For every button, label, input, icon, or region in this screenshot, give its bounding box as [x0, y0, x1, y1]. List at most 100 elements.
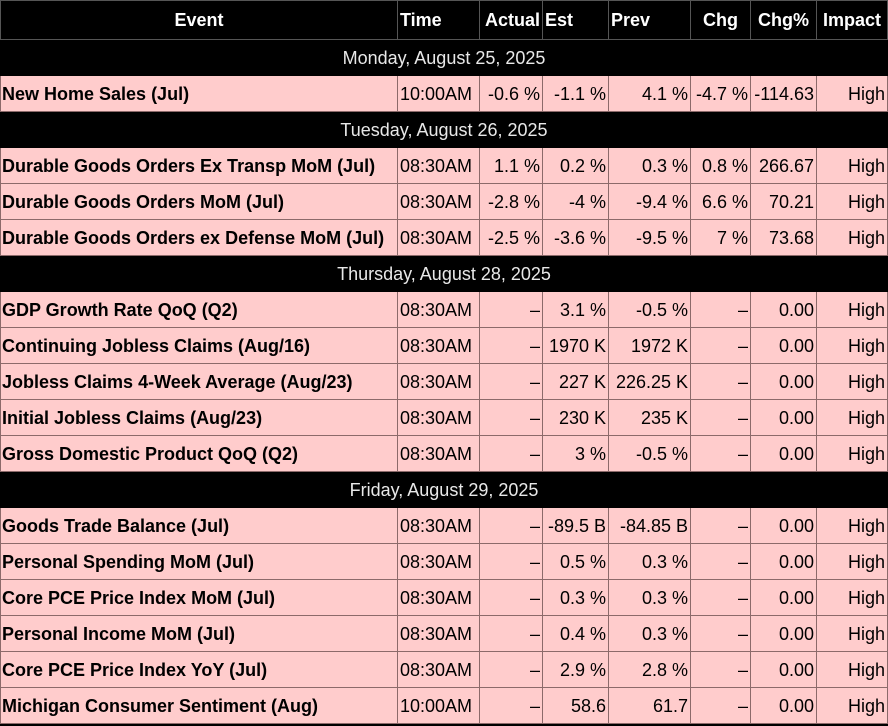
event-name-cell: Jobless Claims 4-Week Average (Aug/23)	[0, 363, 398, 400]
event-actual-cell: 1.1 %	[479, 147, 543, 184]
event-prev-cell: 0.3 %	[608, 147, 691, 184]
event-row[interactable]: Continuing Jobless Claims (Aug/16) 08:30A…	[0, 327, 888, 364]
event-row[interactable]: Michigan Consumer Sentiment (Aug) 10:00AM…	[0, 687, 888, 724]
event-prev-cell: -9.5 %	[608, 219, 691, 256]
event-impact-cell: High	[816, 147, 888, 184]
event-row[interactable]: Durable Goods Orders MoM (Jul) 08:30AM -2.…	[0, 183, 888, 220]
event-chg-pct-cell: 0.00	[750, 327, 817, 364]
event-name-cell: Personal Income MoM (Jul)	[0, 615, 398, 652]
event-est-cell: 230 K	[542, 399, 609, 436]
date-group-label: Friday, August 29, 2025	[0, 471, 888, 508]
event-name-cell: Core PCE Price Index MoM (Jul)	[0, 579, 398, 616]
event-row[interactable]: Gross Domestic Product QoQ (Q2) 08:30AM –3…	[0, 435, 888, 472]
date-group-row: Monday, August 25, 2025	[0, 39, 888, 76]
event-row[interactable]: Personal Spending MoM (Jul) 08:30AM –0.5 %…	[0, 543, 888, 580]
column-header-actual[interactable]: Actual	[479, 0, 543, 40]
event-est-cell: -4 %	[542, 183, 609, 220]
date-group-row: Friday, August 29, 2025	[0, 471, 888, 508]
event-impact-cell: High	[816, 507, 888, 544]
column-header-impact[interactable]: Impact	[816, 0, 888, 40]
event-est-cell: 0.3 %	[542, 579, 609, 616]
event-chg-pct-cell: 0.00	[750, 507, 817, 544]
column-header-est[interactable]: Est	[542, 0, 609, 40]
event-row[interactable]: Goods Trade Balance (Jul) 08:30AM – -89.5 B…	[0, 507, 888, 544]
event-prev-cell: 235 K	[608, 399, 691, 436]
event-name-cell: Durable Goods Orders ex Defense MoM (Jul…	[0, 219, 398, 256]
event-row[interactable]: Core PCE Price Index MoM (Jul) 08:30AM –0.…	[0, 579, 888, 616]
event-impact-cell: High	[816, 399, 888, 436]
date-group-row: Thursday, August 28, 2025	[0, 255, 888, 292]
event-actual-cell: –	[479, 363, 543, 400]
column-header-prev[interactable]: Prev	[608, 0, 691, 40]
date-group-label: Tuesday, August 26, 2025	[0, 111, 888, 148]
event-chg-cell: –	[690, 399, 751, 436]
event-impact-cell: High	[816, 75, 888, 112]
event-impact-cell: High	[816, 435, 888, 472]
event-actual-cell: –	[479, 507, 543, 544]
event-chg-cell: –	[690, 651, 751, 688]
event-row[interactable]: Durable Goods Orders Ex Transp MoM (Jul)…	[0, 147, 888, 184]
event-chg-pct-cell: 73.68	[750, 219, 817, 256]
column-header-time[interactable]: Time	[397, 0, 480, 40]
event-chg-pct-cell: 0.00	[750, 651, 817, 688]
event-time-cell: 08:30AM	[397, 435, 480, 472]
event-prev-cell: -9.4 %	[608, 183, 691, 220]
event-actual-cell: -2.5 %	[479, 219, 543, 256]
event-est-cell: 3.1 %	[542, 291, 609, 328]
event-impact-cell: High	[816, 543, 888, 580]
event-time-cell: 08:30AM	[397, 543, 480, 580]
event-time-cell: 08:30AM	[397, 327, 480, 364]
event-chg-pct-cell: 0.00	[750, 579, 817, 616]
event-time-cell: 08:30AM	[397, 615, 480, 652]
event-chg-cell: 7 %	[690, 219, 751, 256]
event-prev-cell: -0.5 %	[608, 435, 691, 472]
event-chg-cell: -4.7 %	[690, 75, 751, 112]
event-row[interactable]: Durable Goods Orders ex Defense MoM (Jul…	[0, 219, 888, 256]
event-actual-cell: -2.8 %	[479, 183, 543, 220]
event-prev-cell: 2.8 %	[608, 651, 691, 688]
event-time-cell: 08:30AM	[397, 507, 480, 544]
table-body: Monday, August 25, 2025 New Home Sales (J…	[0, 39, 888, 724]
event-prev-cell: -0.5 %	[608, 291, 691, 328]
event-est-cell: 0.5 %	[542, 543, 609, 580]
event-row[interactable]: Jobless Claims 4-Week Average (Aug/23) 08…	[0, 363, 888, 400]
event-row[interactable]: GDP Growth Rate QoQ (Q2) 08:30AM –3.1 % -0.…	[0, 291, 888, 328]
event-chg-cell: 0.8 %	[690, 147, 751, 184]
event-name-cell: Personal Spending MoM (Jul)	[0, 543, 398, 580]
event-impact-cell: High	[816, 183, 888, 220]
event-row[interactable]: Core PCE Price Index YoY (Jul) 08:30AM –2.…	[0, 651, 888, 688]
event-actual-cell: –	[479, 435, 543, 472]
event-impact-cell: High	[816, 651, 888, 688]
event-name-cell: Core PCE Price Index YoY (Jul)	[0, 651, 398, 688]
event-row[interactable]: New Home Sales (Jul) 10:00AM -0.6 % -1.1 % 4…	[0, 75, 888, 112]
event-time-cell: 08:30AM	[397, 291, 480, 328]
column-header-chg[interactable]: Chg	[690, 0, 751, 40]
event-prev-cell: 0.3 %	[608, 615, 691, 652]
event-actual-cell: –	[479, 579, 543, 616]
event-impact-cell: High	[816, 363, 888, 400]
event-time-cell: 08:30AM	[397, 219, 480, 256]
event-est-cell: -1.1 %	[542, 75, 609, 112]
event-chg-cell: –	[690, 615, 751, 652]
event-chg-pct-cell: 0.00	[750, 615, 817, 652]
event-time-cell: 08:30AM	[397, 651, 480, 688]
event-row[interactable]: Initial Jobless Claims (Aug/23) 08:30AM –2…	[0, 399, 888, 436]
column-header-event[interactable]: Event	[0, 0, 398, 40]
event-prev-cell: 4.1 %	[608, 75, 691, 112]
event-est-cell: -89.5 B	[542, 507, 609, 544]
table-header: Event Time Actual Est Prev Chg Chg% Impa…	[0, 0, 888, 40]
event-est-cell: -3.6 %	[542, 219, 609, 256]
event-name-cell: New Home Sales (Jul)	[0, 75, 398, 112]
date-group-label: Monday, August 25, 2025	[0, 39, 888, 76]
event-chg-cell: –	[690, 363, 751, 400]
event-impact-cell: High	[816, 579, 888, 616]
event-actual-cell: –	[479, 615, 543, 652]
event-est-cell: 1970 K	[542, 327, 609, 364]
event-actual-cell: –	[479, 399, 543, 436]
event-chg-pct-cell: 0.00	[750, 543, 817, 580]
event-row[interactable]: Personal Income MoM (Jul) 08:30AM –0.4 % 0.…	[0, 615, 888, 652]
event-impact-cell: High	[816, 291, 888, 328]
event-est-cell: 3 %	[542, 435, 609, 472]
event-prev-cell: 1972 K	[608, 327, 691, 364]
column-header-chg-pct[interactable]: Chg%	[750, 0, 817, 40]
